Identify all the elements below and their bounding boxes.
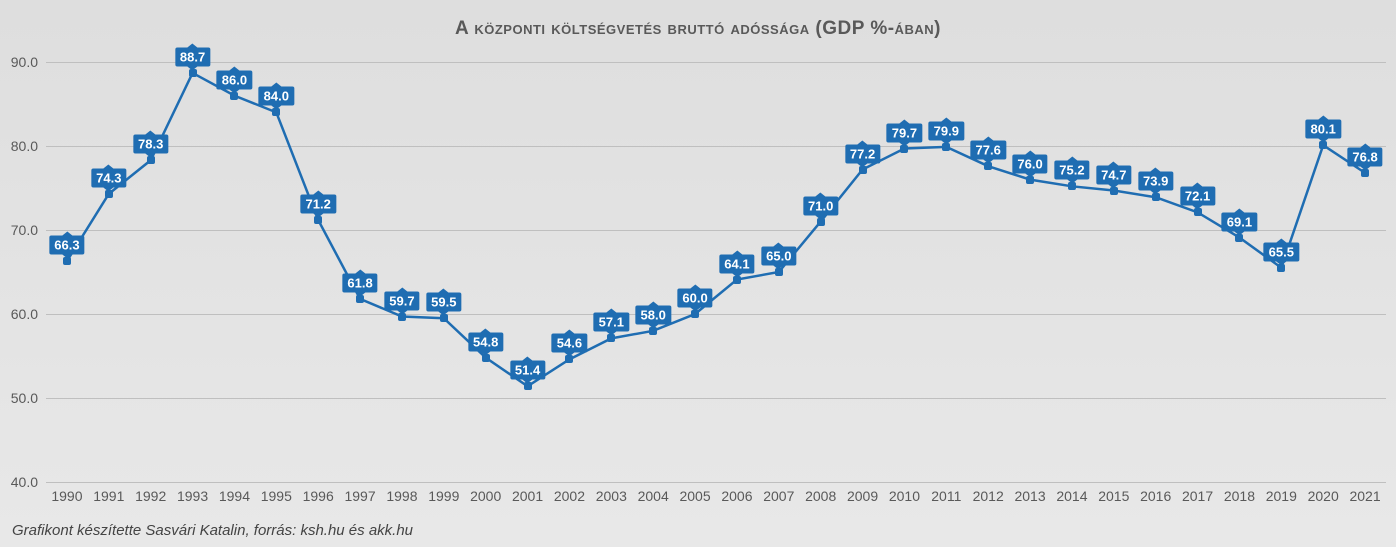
data-label: 80.1 bbox=[1306, 120, 1341, 139]
x-tick-label: 1991 bbox=[93, 482, 124, 504]
x-tick-label: 2016 bbox=[1140, 482, 1171, 504]
x-tick-label: 2019 bbox=[1266, 482, 1297, 504]
x-tick-label: 2001 bbox=[512, 482, 543, 504]
y-tick-label: 90.0 bbox=[11, 54, 46, 70]
x-tick-label: 1994 bbox=[219, 482, 250, 504]
data-label: 59.5 bbox=[426, 293, 461, 312]
data-label: 76.8 bbox=[1347, 147, 1382, 166]
data-label: 86.0 bbox=[217, 70, 252, 89]
data-label: 66.3 bbox=[49, 236, 84, 255]
data-label: 58.0 bbox=[636, 305, 671, 324]
x-tick-label: 2008 bbox=[805, 482, 836, 504]
y-tick-label: 80.0 bbox=[11, 138, 46, 154]
data-label: 78.3 bbox=[133, 135, 168, 154]
x-tick-label: 1992 bbox=[135, 482, 166, 504]
chart: A központi költségvetés bruttó adóssága … bbox=[0, 0, 1396, 547]
x-tick-label: 2004 bbox=[638, 482, 669, 504]
data-label: 65.0 bbox=[761, 247, 796, 266]
data-label: 74.7 bbox=[1096, 165, 1131, 184]
x-tick-label: 2021 bbox=[1349, 482, 1380, 504]
data-label: 77.6 bbox=[971, 141, 1006, 160]
x-tick-label: 2007 bbox=[763, 482, 794, 504]
chart-title: A központi költségvetés bruttó adóssága … bbox=[0, 18, 1396, 40]
x-tick-label: 2015 bbox=[1098, 482, 1129, 504]
x-tick-label: 2013 bbox=[1014, 482, 1045, 504]
data-label: 61.8 bbox=[342, 273, 377, 292]
data-label: 74.3 bbox=[91, 168, 126, 187]
y-tick-label: 70.0 bbox=[11, 222, 46, 238]
data-label: 76.0 bbox=[1012, 154, 1047, 173]
data-label: 71.0 bbox=[803, 196, 838, 215]
data-label: 71.2 bbox=[301, 194, 336, 213]
data-label: 51.4 bbox=[510, 361, 545, 380]
x-tick-label: 2005 bbox=[679, 482, 710, 504]
x-tick-label: 2014 bbox=[1056, 482, 1087, 504]
data-label: 72.1 bbox=[1180, 187, 1215, 206]
x-tick-label: 2020 bbox=[1308, 482, 1339, 504]
data-label: 77.2 bbox=[845, 144, 880, 163]
chart-credit: Grafikont készítette Sasvári Katalin, fo… bbox=[12, 522, 413, 539]
data-label: 64.1 bbox=[719, 254, 754, 273]
x-tick-label: 2006 bbox=[721, 482, 752, 504]
data-label: 59.7 bbox=[384, 291, 419, 310]
data-label: 73.9 bbox=[1138, 172, 1173, 191]
x-tick-label: 2000 bbox=[470, 482, 501, 504]
x-tick-label: 1990 bbox=[51, 482, 82, 504]
data-label: 69.1 bbox=[1222, 212, 1257, 231]
x-tick-label: 1999 bbox=[428, 482, 459, 504]
data-label: 54.8 bbox=[468, 332, 503, 351]
data-label: 75.2 bbox=[1054, 161, 1089, 180]
x-tick-label: 2009 bbox=[847, 482, 878, 504]
data-label: 88.7 bbox=[175, 47, 210, 66]
x-tick-label: 1996 bbox=[303, 482, 334, 504]
data-label: 84.0 bbox=[259, 87, 294, 106]
plot-area: 40.050.060.070.080.090.01990199119921993… bbox=[46, 62, 1386, 482]
x-tick-label: 2017 bbox=[1182, 482, 1213, 504]
data-label: 54.6 bbox=[552, 334, 587, 353]
series-line bbox=[46, 62, 1386, 482]
y-tick-label: 50.0 bbox=[11, 390, 46, 406]
y-tick-label: 40.0 bbox=[11, 474, 46, 490]
data-label: 60.0 bbox=[677, 289, 712, 308]
x-tick-label: 2011 bbox=[931, 482, 961, 504]
y-tick-label: 60.0 bbox=[11, 306, 46, 322]
data-label: 65.5 bbox=[1264, 242, 1299, 261]
x-tick-label: 2010 bbox=[889, 482, 920, 504]
data-label: 57.1 bbox=[594, 313, 629, 332]
x-tick-label: 1998 bbox=[386, 482, 417, 504]
x-tick-label: 2002 bbox=[554, 482, 585, 504]
data-label: 79.7 bbox=[887, 123, 922, 142]
x-tick-label: 2012 bbox=[973, 482, 1004, 504]
x-tick-label: 2018 bbox=[1224, 482, 1255, 504]
x-tick-label: 2003 bbox=[596, 482, 627, 504]
x-tick-label: 1995 bbox=[261, 482, 292, 504]
x-tick-label: 1993 bbox=[177, 482, 208, 504]
data-label: 79.9 bbox=[929, 121, 964, 140]
x-tick-label: 1997 bbox=[344, 482, 375, 504]
